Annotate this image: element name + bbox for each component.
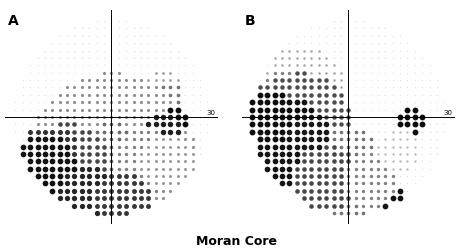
Text: 30: 30 [207, 109, 216, 115]
Text: A: A [8, 14, 19, 28]
Text: B: B [245, 14, 256, 28]
Text: Moran Core: Moran Core [197, 234, 277, 248]
Text: 30: 30 [444, 109, 453, 115]
